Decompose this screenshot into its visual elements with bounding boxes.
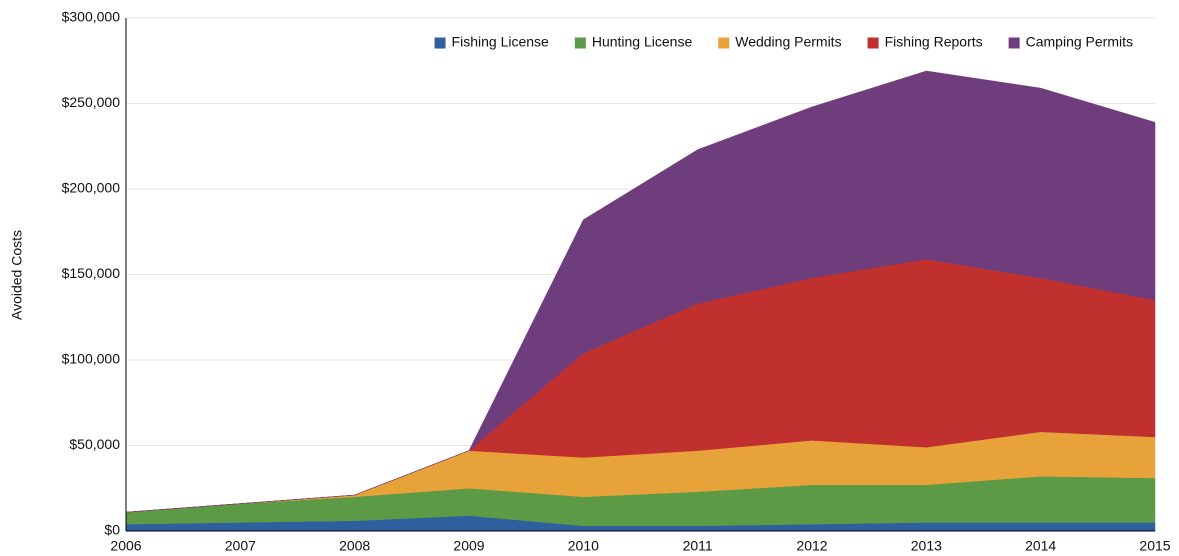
legend-swatch [1008, 37, 1020, 49]
legend-label: Hunting License [592, 34, 693, 50]
legend-label: Fishing Reports [885, 34, 983, 50]
y-tick-label: $100,000 [62, 351, 121, 367]
legend-label: Camping Permits [1026, 34, 1133, 50]
y-axis-label: Avoided Costs [9, 230, 25, 320]
axes: $0 $50,000 $100,000 $150,000 $200,000 $250,00… [62, 9, 1171, 554]
y-tick-label: $300,000 [62, 9, 121, 25]
legend-swatch [574, 37, 586, 49]
y-tick-label: $250,000 [62, 94, 121, 110]
y-tick-label: $0 [104, 522, 120, 538]
legend-label: Fishing License [452, 34, 549, 50]
legend: Fishing License Hunting License Wedding Pe… [434, 34, 1133, 50]
x-tick-label: 2015 [1139, 538, 1170, 554]
x-tick-label: 2010 [568, 538, 599, 554]
y-tick-label: $200,000 [62, 180, 121, 196]
x-tick-label: 2013 [911, 538, 942, 554]
x-tick-label: 2012 [796, 538, 827, 554]
x-tick-label: 2007 [225, 538, 256, 554]
legend-label: Wedding Permits [735, 34, 841, 50]
y-tick-label: $150,000 [62, 265, 121, 281]
x-tick-label: 2014 [1025, 538, 1056, 554]
x-tick-label: 2011 [683, 538, 713, 554]
legend-swatch [718, 37, 730, 49]
x-tick-label: 2009 [453, 538, 484, 554]
areas [125, 70, 1156, 532]
legend-swatch [434, 37, 446, 49]
x-tick-label: 2008 [339, 538, 370, 554]
legend-swatch [867, 37, 879, 49]
y-tick-label: $50,000 [69, 436, 120, 452]
area [125, 70, 1156, 513]
x-tick-label: 2006 [110, 538, 141, 554]
